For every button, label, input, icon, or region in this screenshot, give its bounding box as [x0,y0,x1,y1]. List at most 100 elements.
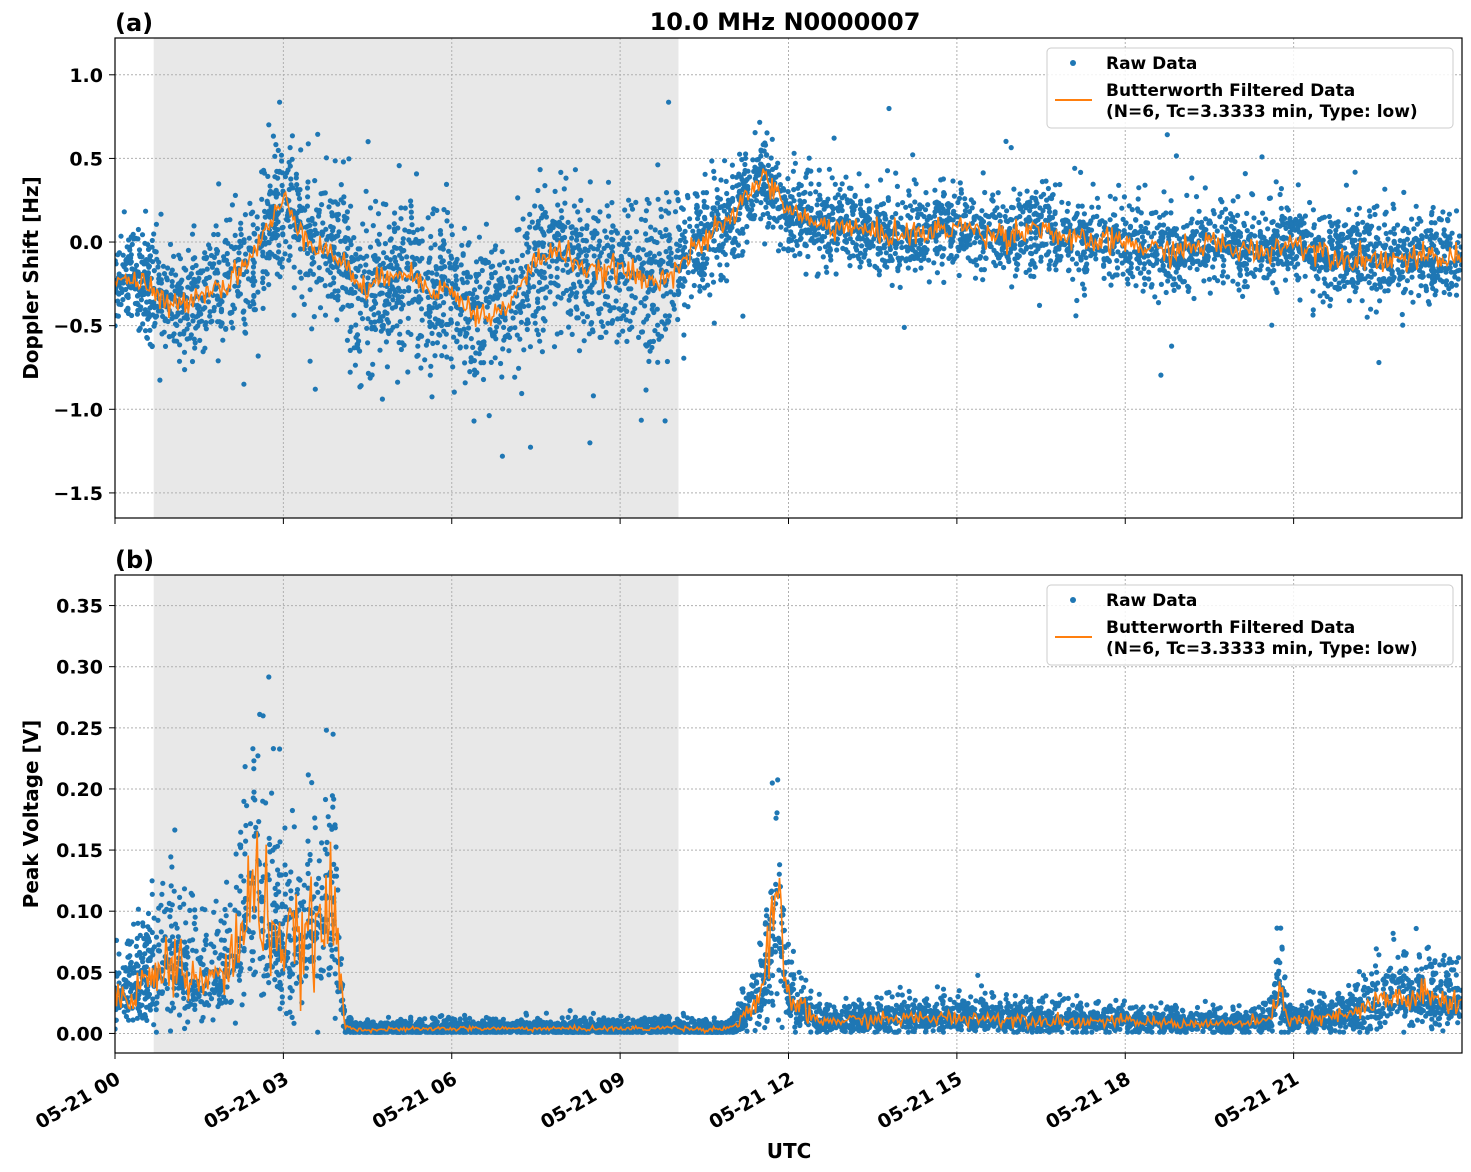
raw-point [451,389,457,395]
raw-point [768,155,774,161]
raw-point [740,230,746,236]
raw-point [179,309,185,315]
raw-point [742,155,749,161]
raw-point [1057,181,1063,188]
raw-point [1214,228,1220,234]
raw-point [357,384,363,390]
raw-point [1438,267,1444,273]
raw-point [242,321,248,327]
raw-point [1241,250,1247,256]
raw-point [1423,233,1430,239]
raw-point [329,210,335,216]
raw-point [593,215,599,222]
raw-point [581,319,587,325]
raw-point [613,285,619,291]
raw-point [1127,270,1133,276]
raw-point [186,321,192,328]
raw-point [1329,223,1335,229]
raw-point [762,142,769,148]
raw-point [1069,256,1075,262]
raw-point [558,169,564,175]
raw-point [886,105,892,112]
raw-point [398,216,404,222]
raw-point [433,266,440,272]
raw-point [157,377,163,383]
raw-point [1148,284,1154,290]
raw-point [1242,278,1248,284]
raw-point [349,302,355,309]
raw-point [399,294,405,300]
raw-point [696,228,702,234]
raw-point [715,195,721,201]
raw-point [171,253,177,259]
raw-point [138,288,145,295]
raw-point [546,264,552,270]
raw-point [1169,343,1175,349]
raw-point [134,311,140,317]
raw-point [532,241,538,247]
raw-point [267,249,273,255]
raw-point [1009,284,1015,290]
raw-point [364,325,370,331]
raw-point [1428,227,1434,234]
raw-point [287,253,293,259]
raw-point [519,390,525,397]
raw-point [899,244,905,251]
raw-point [1074,297,1080,304]
raw-point [1135,265,1141,271]
raw-point [791,150,797,156]
raw-point [576,253,582,259]
raw-point [846,185,853,191]
raw-point [609,200,615,206]
raw-point [1437,237,1443,243]
raw-point [243,298,249,304]
raw-point [1284,262,1290,268]
raw-point [1400,322,1406,328]
raw-point [459,242,465,248]
raw-point [461,225,468,231]
raw-point [585,262,591,268]
raw-point [332,158,338,164]
raw-point [590,329,596,335]
raw-point [251,301,257,307]
raw-point [228,266,234,272]
raw-point [414,227,421,233]
raw-point [162,343,169,349]
raw-point [1263,216,1269,222]
raw-point [765,162,772,168]
raw-point [381,250,387,256]
raw-point [501,324,507,330]
raw-point [917,206,923,212]
raw-point [252,307,258,313]
raw-point [673,254,679,260]
raw-point [987,243,994,249]
raw-point [480,376,487,383]
raw-point [225,261,231,267]
raw-point [376,318,382,324]
raw-point [680,206,686,212]
raw-point [444,218,450,224]
raw-point [597,253,603,259]
raw-point [437,228,443,234]
raw-point [287,224,293,230]
raw-point [409,254,415,260]
raw-point [671,306,677,312]
raw-point [1265,266,1271,272]
raw-point [460,251,466,257]
raw-point [655,322,661,328]
raw-point [667,236,673,242]
raw-point [251,259,257,266]
raw-point [571,284,577,290]
raw-point [866,198,872,204]
raw-point [419,226,425,232]
raw-point [697,288,703,294]
raw-point [839,195,845,201]
raw-point [583,258,589,264]
raw-point [521,291,527,297]
raw-point [120,252,126,258]
raw-point [803,271,809,277]
raw-point [614,230,621,236]
raw-point [353,265,359,271]
raw-point [209,264,215,270]
raw-point [442,344,448,350]
